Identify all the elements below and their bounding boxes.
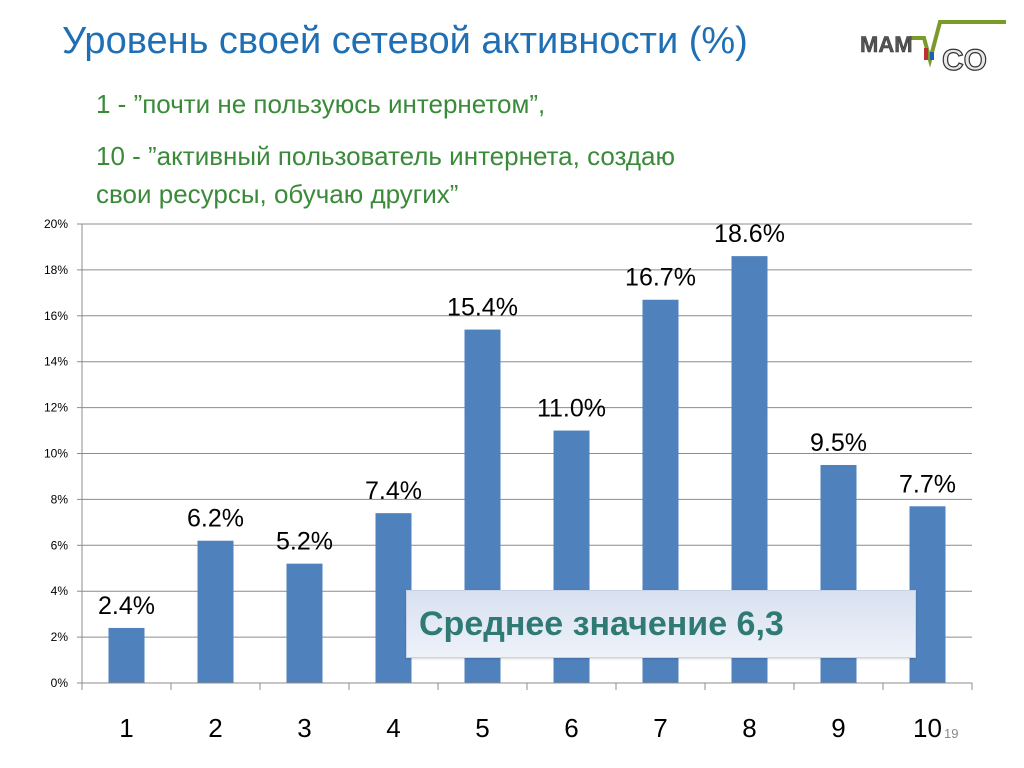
mean-value-callout: Среднее значение 6,3 — [406, 590, 916, 658]
x-tick-label: 9 — [831, 713, 845, 743]
svg-text:MAM: MAM — [860, 32, 913, 57]
x-tick-label: 7 — [653, 713, 667, 743]
y-tick-label: 6% — [51, 538, 69, 552]
mamco-logo: MAM CO — [860, 20, 1006, 76]
y-tick-label: 16% — [44, 309, 68, 323]
data-label-4: 7.4% — [365, 477, 422, 505]
y-tick-label: 18% — [44, 263, 68, 277]
scale-note-10-cont: свои ресурсы, обучаю других” — [96, 179, 459, 209]
x-tick-label: 3 — [297, 713, 311, 743]
x-tick-label: 1 — [119, 713, 133, 743]
bar-2 — [197, 540, 234, 683]
scale-note-10: 10 - ”активный пользователь интернета, с… — [96, 141, 676, 171]
bar-1 — [108, 627, 145, 683]
data-label-10: 7.7% — [899, 470, 956, 498]
data-label-3: 5.2% — [276, 528, 333, 556]
x-tick-label: 10 — [913, 713, 942, 743]
scale-note-1: 1 - ”почти не пользуюсь интернетом”, — [96, 89, 546, 119]
y-tick-label: 14% — [44, 355, 68, 369]
y-tick-label: 4% — [51, 584, 69, 598]
bar-4 — [375, 513, 412, 683]
x-tick-label: 5 — [475, 713, 489, 743]
x-tick-label: 6 — [564, 713, 578, 743]
data-label-5: 15.4% — [447, 294, 518, 322]
svg-text:CO: CO — [942, 44, 987, 76]
x-tick-label: 4 — [386, 713, 400, 743]
data-label-2: 6.2% — [187, 505, 244, 533]
y-tick-label: 0% — [51, 676, 69, 690]
x-tick-label: 8 — [742, 713, 756, 743]
data-label-7: 16.7% — [625, 264, 696, 292]
data-label-8: 18.6% — [714, 220, 785, 248]
slide-title: Уровень своей сетевой активности (%) — [62, 20, 748, 62]
y-tick-label: 8% — [51, 492, 69, 506]
data-label-1: 2.4% — [98, 592, 155, 620]
data-label-6: 11.0% — [537, 395, 606, 423]
x-tick-label: 2 — [208, 713, 222, 743]
mean-value-text: Среднее значение 6,3 — [419, 605, 784, 643]
y-tick-label: 10% — [44, 447, 68, 461]
y-tick-label: 2% — [51, 630, 69, 644]
data-label-9: 9.5% — [810, 429, 867, 457]
bar-3 — [286, 563, 323, 683]
page-number: 19 — [944, 726, 959, 741]
y-tick-label: 12% — [44, 401, 68, 415]
y-tick-label: 20% — [44, 217, 68, 231]
